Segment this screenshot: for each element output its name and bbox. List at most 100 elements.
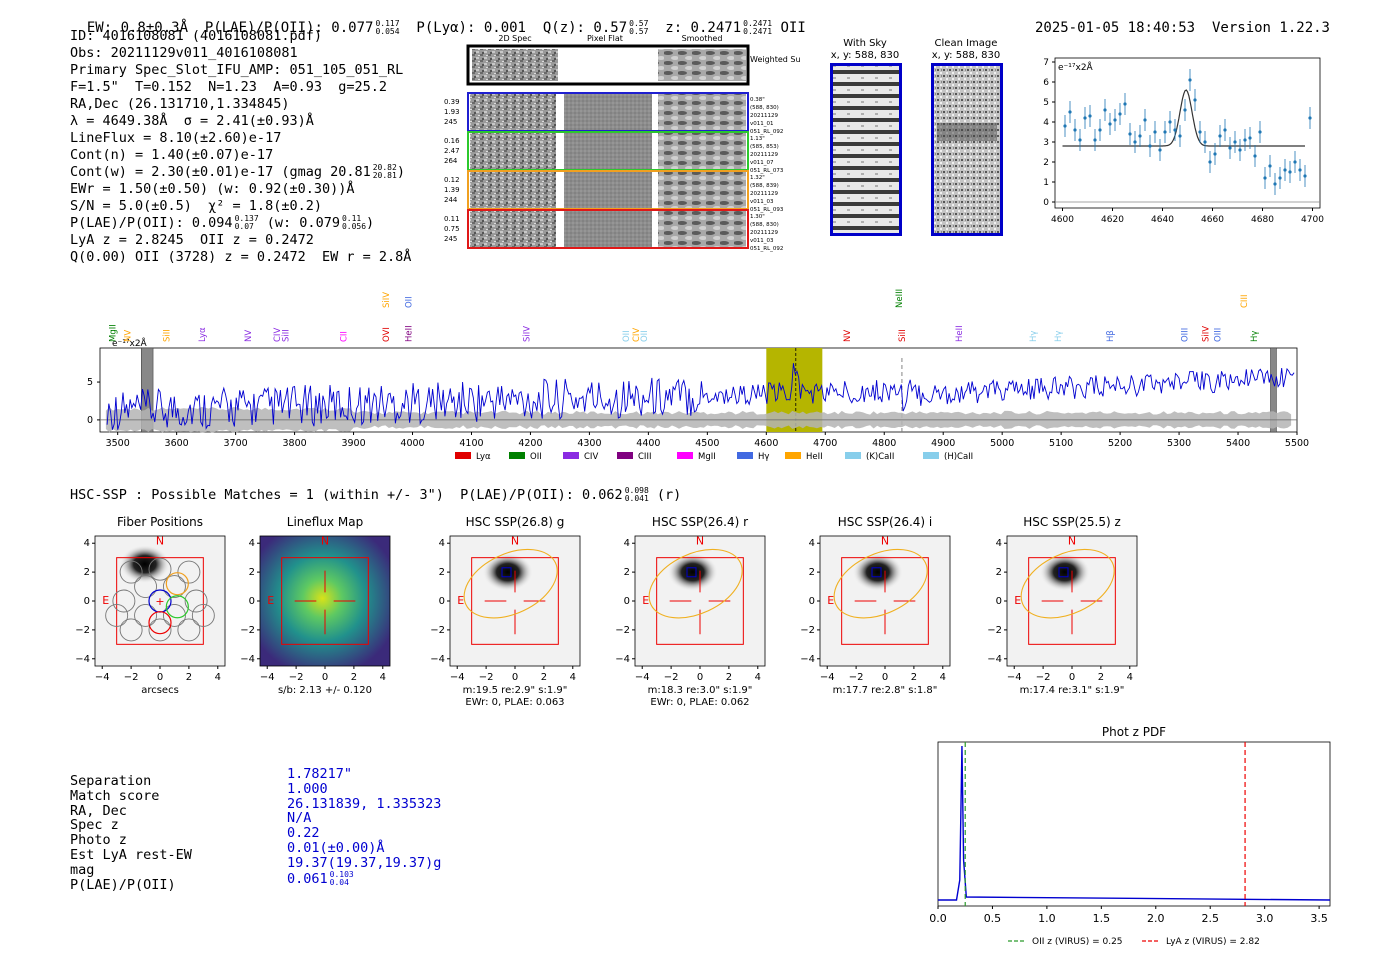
east-label: E (827, 594, 834, 607)
hsc-xtick-label: −4 (450, 672, 465, 683)
legend-swatch (737, 452, 753, 459)
hsc-ytick-label: 0 (439, 596, 445, 607)
source-marker (1058, 567, 1069, 578)
hsc-xtick-label: −4 (820, 672, 835, 683)
cutout-pixelflat (564, 94, 652, 130)
info-obs: Obs: 20211129v011_4016108081 (70, 45, 298, 61)
source-ellipse (1020, 548, 1115, 619)
zoom-data-point (1128, 132, 1132, 136)
aperture-box (841, 557, 929, 645)
spectral-line-label: HeII (955, 325, 965, 342)
spectral-line-label-upper: CIII (1240, 295, 1250, 308)
hsc-xtick-label: 2 (911, 672, 917, 683)
spectral-line-label: Hβ (1106, 330, 1116, 342)
cutout-row-right-value: 1.13" (750, 136, 765, 142)
spectral-line-label: SiIV (1202, 326, 1212, 342)
zoom-data-point (1253, 154, 1257, 158)
cutout-row-right-value: v011_03 (750, 199, 774, 205)
cutout-row-right-value: v011_07 (750, 160, 774, 166)
hsc-panel-subtext: EWr: 0, PLAE: 0.063 (465, 697, 564, 708)
zoom-data-point (1238, 148, 1242, 152)
hsc-xtick-label: 0 (697, 672, 703, 683)
fiber-circle-orange (165, 572, 189, 596)
zoom-data-point (1273, 182, 1277, 186)
spectral-line-label: NV (244, 330, 254, 342)
hsc-ytick-label: 2 (84, 567, 90, 578)
cutout-row-left-value: 1.93 (444, 108, 460, 116)
hsc-ytick-label: 2 (809, 567, 815, 578)
cutout-row-left-value: 264 (444, 157, 458, 165)
legend-swatch (509, 452, 525, 459)
source-ellipse (463, 548, 558, 619)
galaxy-blob (852, 553, 903, 592)
zoom-data-point (1188, 78, 1192, 82)
cutout-smoothed (658, 133, 746, 169)
hsc-panels-svg: Fiber Positions N E + −4 −4 −2 −2 0 0 2 2 4 4 arcsecs L… (75, 515, 1138, 708)
col-title-pixelflat: Pixel Flat (587, 34, 623, 43)
zoom-unit-label: e⁻¹⁷x2Å (1058, 61, 1094, 73)
photz-title: Phot z PDF (1102, 725, 1166, 739)
cutout-row-left-value: 245 (444, 235, 457, 243)
hsc-ytick-label: 4 (809, 538, 815, 549)
full-xtick-label: 5300 (1167, 438, 1191, 449)
cutout-row-right-value: 051_RL_092 (750, 246, 783, 252)
full-xtick-label: 5100 (1049, 438, 1073, 449)
zoom-data-point (1073, 128, 1077, 132)
zoom-data-point (1213, 152, 1217, 156)
zoom-data-point (1203, 140, 1207, 144)
hsc-xtick-label: −2 (289, 672, 304, 683)
header-plya: P(Lyα): 0.001 (416, 20, 526, 36)
match-label-specz: Spec z (70, 817, 119, 834)
hsc-panel-title: HSC SSP(26.4) r (652, 515, 748, 529)
zoom-data-point (1108, 122, 1112, 126)
match-label-plae: P(LAE)/P(OII) (70, 876, 176, 893)
photz-legend-lya: LyA z (VIRUS) = 2.82 (1166, 937, 1260, 947)
north-label: N (511, 535, 519, 548)
hsc-xtick-label: −4 (635, 672, 650, 683)
full-masked-region (1270, 347, 1277, 433)
zoom-data-point (1123, 102, 1127, 106)
match-value-lyaew: 0.01(±0.00)Å (287, 839, 385, 856)
hsc-xtick-label: 2 (351, 672, 357, 683)
zoom-data-point (1298, 168, 1302, 172)
east-label: E (102, 594, 109, 607)
hsc-ytick-label: 0 (84, 596, 90, 607)
cutout-row-left-value: 0.16 (444, 137, 460, 145)
version: Version 1.22.3 (1211, 20, 1330, 36)
zoom-data-point (1093, 138, 1097, 142)
full-xtick-label: 4900 (931, 438, 955, 449)
spectral-line-label: CIV (632, 328, 642, 342)
hsc-ytick-label: 2 (624, 567, 630, 578)
col-title-2dspec: 2D Spec (498, 34, 531, 43)
hsc-xtick-label: 2 (726, 672, 732, 683)
zoom-data-point (1113, 118, 1117, 122)
full-ytick-label: 5 (87, 377, 93, 388)
aperture-box (281, 557, 369, 645)
spectral-line-label: CIV (273, 328, 283, 342)
zoom-xtick-label: 4620 (1101, 215, 1124, 225)
match-value-specz: N/A (287, 810, 312, 827)
hsc-xtick-label: 4 (755, 672, 761, 683)
zoom-data-point (1153, 130, 1157, 134)
match-label-photoz: Photo z (70, 832, 127, 849)
zoom-data-point (1173, 128, 1177, 132)
cutout-row-right-value: 20211129 (750, 191, 778, 197)
photz-pdf-curve (938, 745, 1331, 901)
zoom-data-point (1208, 160, 1212, 164)
legend-label: Hγ (758, 452, 769, 462)
fiber-circle (148, 618, 172, 642)
cutout-row-right-value: 20211129 (750, 113, 778, 119)
lineflux-map (260, 536, 390, 666)
zoom-data-point (1088, 114, 1092, 118)
galaxy-blob (119, 545, 170, 584)
info-ewr: EWr = 1.50(±0.50) (w: 0.92(±0.30))Å (70, 181, 355, 197)
spectral-line-label-upper: OII (404, 296, 414, 308)
clean-image-title: Clean Image x, y: 588, 830 (931, 38, 1001, 61)
legend-swatch (455, 452, 471, 459)
photz-xtick-label: 0.5 (984, 912, 1002, 925)
cutout-smoothed (658, 94, 746, 130)
full-xtick-label: 4700 (813, 438, 837, 449)
